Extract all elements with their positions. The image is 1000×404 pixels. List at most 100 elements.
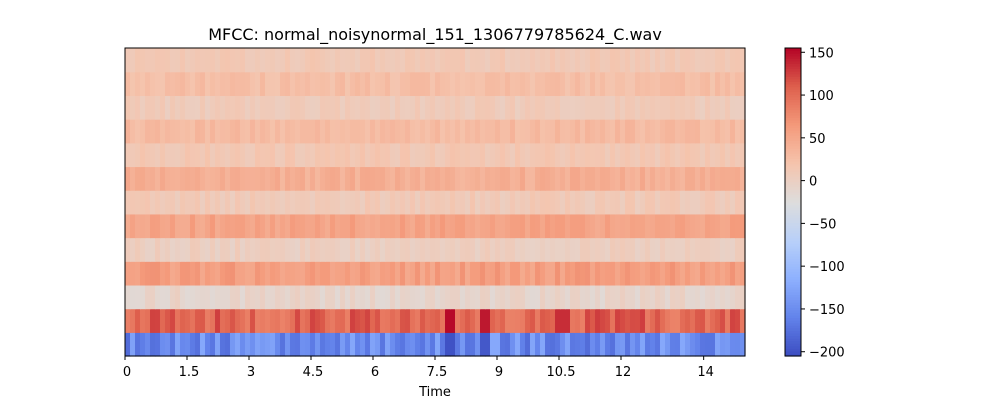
heatmap-cell (490, 95, 496, 120)
heatmap-cell (505, 95, 511, 120)
heatmap-cell (125, 95, 131, 120)
heatmap-cell (620, 308, 626, 333)
heatmap-cell (310, 119, 316, 144)
heatmap-cell (445, 261, 451, 286)
heatmap-cell (355, 308, 361, 333)
heatmap-cell (160, 190, 166, 215)
heatmap-cell (655, 332, 661, 357)
heatmap-cell (565, 48, 571, 73)
heatmap-cell (605, 95, 611, 120)
heatmap-cell (735, 71, 741, 96)
heatmap-cell (365, 142, 371, 168)
heatmap-cell (255, 332, 261, 357)
colorbar-segment (785, 332, 801, 337)
heatmap-cell (635, 332, 641, 357)
heatmap-cell (600, 166, 606, 191)
heatmap-cell (700, 308, 706, 333)
heatmap-cell (130, 190, 136, 215)
heatmap-cell (625, 142, 631, 168)
heatmap-cell (360, 142, 366, 168)
heatmap-cell (310, 332, 316, 357)
heatmap-cell (690, 237, 696, 262)
heatmap-cell (220, 48, 226, 73)
heatmap-cell (495, 166, 501, 191)
heatmap-cell (150, 190, 156, 215)
heatmap-cell (155, 190, 161, 215)
colorbar-segment (785, 214, 801, 218)
heatmap-cell (725, 213, 731, 239)
heatmap-cell (135, 95, 141, 120)
colorbar-segment (785, 199, 801, 203)
heatmap-cell (305, 166, 311, 191)
heatmap-cell (270, 119, 276, 144)
colorbar-segment (785, 104, 801, 108)
heatmap-cell (295, 332, 301, 357)
heatmap-cell (255, 48, 261, 73)
heatmap-cell (155, 237, 161, 262)
heatmap-cell (250, 284, 256, 310)
colorbar-segment (785, 286, 801, 290)
heatmap-cell (380, 142, 386, 168)
heatmap-cell (465, 71, 471, 96)
heatmap-cell (510, 95, 516, 120)
heatmap-cell (695, 119, 701, 144)
heatmap-cell (475, 95, 481, 120)
heatmap-cell (640, 190, 646, 215)
heatmap-cell (280, 166, 286, 191)
heatmap-cell (280, 213, 286, 239)
heatmap-cell (615, 119, 621, 144)
heatmap-cell (580, 190, 586, 215)
heatmap-cell (385, 95, 391, 120)
heatmap-cell (580, 71, 586, 96)
heatmap-cell (475, 261, 481, 286)
colorbar-segment (785, 222, 801, 226)
heatmap-cell (630, 71, 636, 96)
heatmap-cell (395, 261, 401, 286)
colorbar-segment (785, 273, 801, 278)
heatmap-cell (310, 190, 316, 215)
heatmap-cell (595, 284, 601, 310)
heatmap-cell (420, 332, 426, 357)
heatmap-cell (195, 190, 201, 215)
heatmap-cell (620, 48, 626, 73)
heatmap-cell (580, 261, 586, 286)
heatmap-cell (645, 190, 651, 215)
heatmap-cell (675, 119, 681, 144)
heatmap-cell (705, 261, 711, 286)
heatmap-cell (135, 261, 141, 286)
heatmap-cell (200, 308, 206, 333)
heatmap-cell (245, 48, 251, 73)
heatmap-cell (515, 48, 521, 73)
heatmap-cell (175, 308, 181, 333)
heatmap-cell (460, 71, 466, 96)
heatmap-cell (640, 166, 646, 191)
heatmap-cell (170, 213, 176, 239)
heatmap-cell (695, 71, 701, 96)
heatmap-cell (210, 284, 216, 310)
heatmap-cell (320, 308, 326, 333)
heatmap-cell (305, 332, 311, 357)
heatmap-cell (415, 332, 421, 357)
colorbar-frame (784, 47, 802, 357)
heatmap-cell (665, 284, 671, 310)
heatmap-cell (385, 71, 391, 96)
heatmap-cell (735, 142, 741, 168)
heatmap-cell (530, 284, 536, 310)
heatmap-cell (395, 332, 401, 357)
heatmap-cell (180, 142, 186, 168)
heatmap-cell (270, 142, 276, 168)
heatmap-cell (175, 284, 181, 310)
colorbar-segment (785, 137, 801, 141)
heatmap-cell (530, 119, 536, 144)
heatmap-cell (145, 261, 151, 286)
heatmap-cell (200, 119, 206, 144)
heatmap-cell (425, 142, 431, 168)
heatmap-cell (190, 71, 196, 96)
heatmap-cell (695, 95, 701, 120)
heatmap-cell (605, 284, 611, 310)
heatmap-cell (655, 190, 661, 215)
heatmap-cell (700, 48, 706, 73)
heatmap-cell (270, 190, 276, 215)
heatmap-cell (535, 284, 541, 310)
